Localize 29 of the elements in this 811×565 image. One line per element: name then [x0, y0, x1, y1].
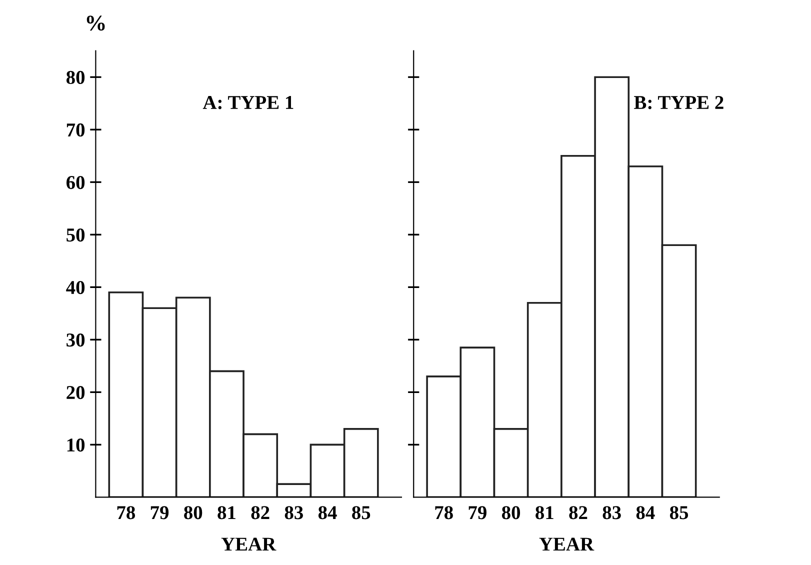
x-tick-label: 82 — [569, 506, 588, 520]
y-tick-label: 50 — [66, 228, 85, 242]
x-tick-label: 81 — [536, 506, 554, 520]
text: B: TYPE 2 — [634, 96, 724, 110]
x-tick-label: 78 — [435, 506, 453, 520]
y-tick-label: 80 — [66, 70, 85, 84]
x-tick-label: 85 — [352, 506, 370, 520]
y-axis-title: % — [86, 16, 105, 31]
y-tick-label: 70 — [66, 123, 85, 137]
x-tick-label: 81 — [218, 506, 236, 520]
x-tick-label: 83 — [602, 506, 621, 520]
x-axis-title: YEAR — [539, 538, 594, 551]
y-tick-label: 10 — [67, 438, 85, 452]
x-tick-label: 79 — [150, 506, 169, 520]
x-tick-label: 85 — [670, 506, 688, 520]
x-axis-title: YEAR — [221, 538, 276, 551]
text: A: TYPE 1 — [202, 96, 294, 110]
x-tick-label: 83 — [284, 506, 303, 520]
y-tick-label: 20 — [66, 386, 85, 400]
x-tick-label: 80 — [184, 506, 202, 520]
x-tick-label: 80 — [502, 506, 520, 520]
x-tick-label: 84 — [636, 506, 655, 520]
y-tick-label: 60 — [66, 176, 85, 190]
x-tick-label: 79 — [468, 506, 486, 520]
x-tick-label: 78 — [117, 506, 136, 520]
x-tick-label: 84 — [318, 506, 337, 520]
x-tick-label: 82 — [251, 506, 270, 520]
y-tick-label: 30 — [66, 333, 85, 347]
y-tick-label: 40 — [66, 280, 85, 294]
